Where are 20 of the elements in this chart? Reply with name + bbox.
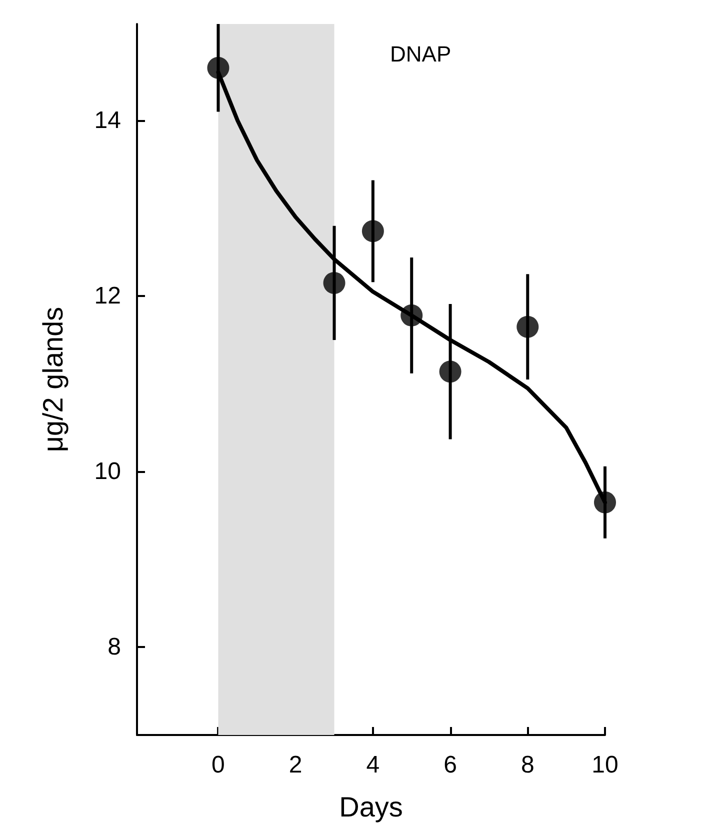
x-tick-label: 6 [444, 752, 457, 778]
point [362, 220, 384, 242]
y-tick-label: 12 [94, 282, 121, 310]
text: DNAP [390, 42, 452, 66]
x-tick-label: 8 [520, 752, 534, 778]
point [439, 360, 462, 383]
y-axis-title: μg/2 glands [38, 306, 68, 452]
point [207, 56, 230, 79]
x-axis-title: Days [339, 792, 403, 822]
point [400, 304, 423, 326]
y-tick-label: 10 [94, 458, 121, 486]
point [594, 491, 616, 514]
y-tick-label: 8 [108, 634, 121, 661]
x-tick-label: 2 [288, 752, 302, 778]
point [323, 272, 346, 294]
x-tick-label: 4 [366, 752, 380, 778]
point [516, 316, 539, 338]
x-tick-label: 0 [212, 752, 225, 778]
x-tick-label: 10 [592, 752, 618, 778]
y-tick-label: 14 [94, 107, 121, 134]
